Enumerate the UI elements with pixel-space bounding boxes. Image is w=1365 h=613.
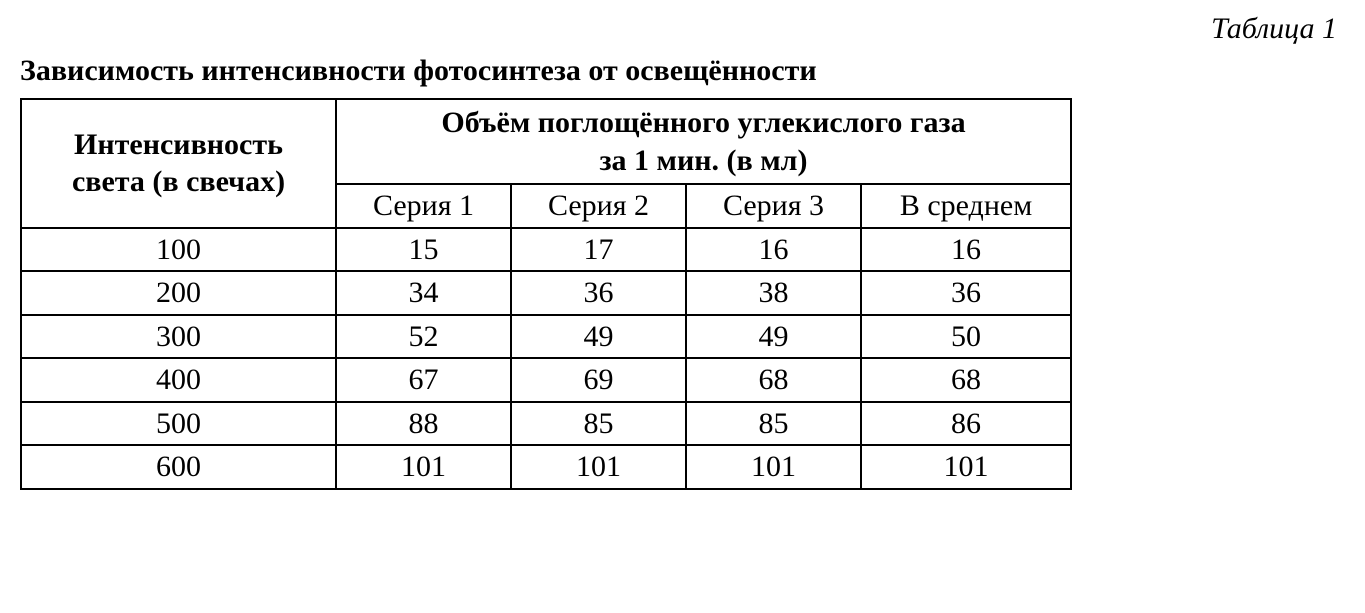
header-intensity: Интенсивность света (в свечах)	[21, 99, 336, 228]
cell-average: 101	[861, 445, 1071, 489]
header-average: В среднем	[861, 184, 1071, 228]
header-intensity-line2: света (в свечах)	[72, 165, 285, 198]
table-row: 300 52 49 49 50	[21, 315, 1071, 359]
table-number-label: Таблица 1	[20, 12, 1345, 46]
cell-series-2: 101	[511, 445, 686, 489]
header-volume-span: Объём поглощённого углекислого газа за 1…	[336, 99, 1071, 184]
cell-series-3: 85	[686, 402, 861, 446]
header-volume-line2: за 1 мин. (в мл)	[599, 144, 807, 177]
cell-intensity: 100	[21, 228, 336, 272]
cell-average: 16	[861, 228, 1071, 272]
cell-series-1: 34	[336, 271, 511, 315]
cell-intensity: 300	[21, 315, 336, 359]
table-row: 500 88 85 85 86	[21, 402, 1071, 446]
cell-series-3: 49	[686, 315, 861, 359]
cell-series-3: 68	[686, 358, 861, 402]
cell-average: 36	[861, 271, 1071, 315]
header-intensity-line1: Интенсивность	[74, 128, 283, 161]
header-volume-line1: Объём поглощённого углекислого газа	[441, 106, 965, 139]
table-row: 400 67 69 68 68	[21, 358, 1071, 402]
cell-series-1: 88	[336, 402, 511, 446]
cell-series-2: 17	[511, 228, 686, 272]
cell-series-2: 49	[511, 315, 686, 359]
table-row: 100 15 17 16 16	[21, 228, 1071, 272]
table-title: Зависимость интенсивности фотосинтеза от…	[20, 54, 1345, 88]
table-row: 600 101 101 101 101	[21, 445, 1071, 489]
cell-series-2: 36	[511, 271, 686, 315]
cell-series-1: 67	[336, 358, 511, 402]
cell-intensity: 500	[21, 402, 336, 446]
header-series-1: Серия 1	[336, 184, 511, 228]
cell-intensity: 200	[21, 271, 336, 315]
cell-series-2: 69	[511, 358, 686, 402]
photosynthesis-table: Интенсивность света (в свечах) Объём пог…	[20, 98, 1072, 490]
cell-average: 68	[861, 358, 1071, 402]
cell-series-1: 101	[336, 445, 511, 489]
header-series-2: Серия 2	[511, 184, 686, 228]
cell-series-2: 85	[511, 402, 686, 446]
cell-intensity: 400	[21, 358, 336, 402]
cell-average: 50	[861, 315, 1071, 359]
cell-average: 86	[861, 402, 1071, 446]
header-series-3: Серия 3	[686, 184, 861, 228]
cell-series-3: 38	[686, 271, 861, 315]
table-row: 200 34 36 38 36	[21, 271, 1071, 315]
cell-series-1: 15	[336, 228, 511, 272]
cell-series-3: 101	[686, 445, 861, 489]
cell-series-3: 16	[686, 228, 861, 272]
cell-series-1: 52	[336, 315, 511, 359]
cell-intensity: 600	[21, 445, 336, 489]
